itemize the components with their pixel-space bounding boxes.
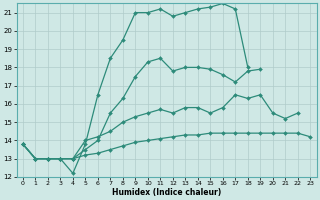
X-axis label: Humidex (Indice chaleur): Humidex (Indice chaleur) — [112, 188, 221, 197]
